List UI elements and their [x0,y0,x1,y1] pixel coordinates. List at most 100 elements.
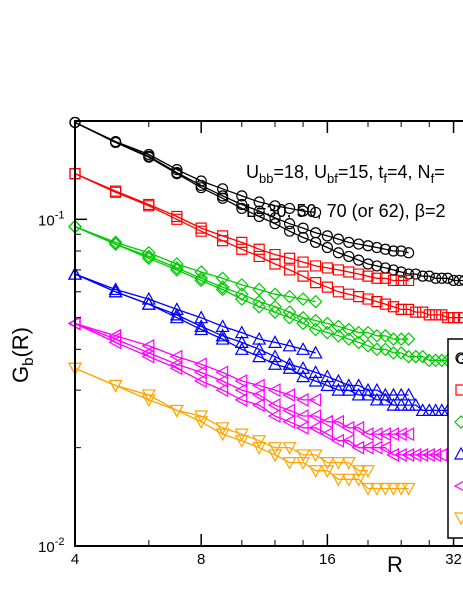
data-point-diamond [331,319,346,334]
data-point-triangle-down [267,442,283,455]
data-point-triangle-up [267,349,283,363]
data-point-triangle-down [351,465,366,478]
data-point-triangle-up [296,369,311,383]
data-point-circle [371,241,383,254]
data-point-triangle-up [360,387,376,401]
data-point-triangle-left [393,447,407,462]
x-tick-label: 32 [445,551,462,568]
data-point-triangle-down [108,379,123,393]
data-point-diamond [428,353,443,368]
data-point-circle [283,218,296,230]
data-point-circle [395,266,407,278]
data-point-diamond [308,313,323,328]
data-point-square [353,291,365,303]
data-point-triangle-up [408,397,423,411]
data-point-triangle-left [351,420,365,435]
data-point-triangle-down [331,473,346,487]
data-point-triangle-left [408,447,422,462]
data-point-circle [143,151,155,163]
data-point-triangle-up [296,361,311,374]
x-axis-label: R [387,552,403,577]
data-point-square [283,264,296,276]
data-point-triangle-down [234,435,249,448]
axes-layer: 4 8 16 32 10-1 10-2 [38,120,462,568]
data-point-circle [379,243,391,255]
data-point-circle [417,270,429,282]
data-point-triangle-left [234,373,248,388]
legend-marker-triangle-left [453,480,463,492]
data-point-triangle-left [141,338,155,353]
data-point-circle [283,202,296,215]
data-point-triangle-up [252,349,267,363]
data-point-triangle-down [282,442,297,455]
data-point-triangle-left [141,349,155,364]
data-point-circle [297,222,309,234]
data-point-triangle-up [282,338,297,352]
data-point-diamond [401,349,416,364]
data-point-triangle-down [234,428,249,442]
data-point-triangle-up [386,397,401,411]
annotation-parameters: Ubb=18, Ubf=15, tf=4, Nf= [246,162,445,186]
data-point-square [69,168,81,180]
data-point-triangle-left [341,433,355,448]
data-point-circle [362,240,374,252]
data-point-triangle-down [194,416,209,430]
legend-marker-diamond [454,415,463,429]
data-point-triangle-up [194,319,209,333]
data-point-triangle-down [296,449,311,463]
data-point-triangle-down [360,482,376,496]
data-point-triangle-up [252,342,267,355]
y-tick-label: 10-1 [38,209,64,229]
data-point-triangle-left [308,408,322,424]
data-point-square [403,303,415,316]
data-point-diamond [282,289,297,304]
data-point-diamond [234,287,249,302]
data-point-triangle-up [282,357,297,370]
data-point-circle [236,198,248,211]
data-point-square [253,250,265,263]
data-point-triangle-left [193,357,207,372]
data-point-triangle-left [267,398,281,413]
data-point-triangle-left [351,440,365,455]
data-point-triangle-left [386,447,400,462]
data-point-triangle-left [393,427,407,442]
data-point-square [321,262,333,274]
data-point-square [353,268,365,280]
data-point-triangle-left [295,392,309,407]
data-point-diamond [170,263,184,277]
data-point-triangle-left [282,387,296,402]
data-point-diamond [141,251,156,266]
data-point-square [297,270,309,282]
data-point-diamond [434,353,449,368]
data-point-triangle-down [215,428,230,442]
data-point-triangle-left [295,420,309,435]
data-point-triangle-up [108,284,123,298]
data-point-square [362,270,374,282]
data-point-diamond [108,235,123,250]
data-point-triangle-left [108,335,122,350]
data-point-diamond [361,325,375,340]
data-point-triangle-up [108,282,123,296]
data-point-triangle-up [394,397,409,411]
data-point-triangle-up [267,335,283,349]
data-point-diamond [108,237,123,251]
series-layer [67,116,463,496]
data-point-circle [110,136,122,148]
data-point-triangle-up [215,319,230,333]
data-point-triangle-down [386,482,401,496]
data-point-diamond [170,261,184,275]
data-point-square [110,186,122,198]
series-line-triangle-up-0 [74,273,316,354]
data-point-square [371,295,383,308]
data-point-triangle-up [296,342,311,355]
legend-marker-triangle-down [453,512,463,526]
data-point-circle [269,200,281,212]
series-line-square-1 [74,173,463,319]
data-point-triangle-down [369,482,384,496]
data-point-diamond [351,335,366,350]
data-point-square [297,256,309,268]
data-point-circle [410,268,422,280]
series-line-diamond-0 [74,225,316,303]
data-point-diamond [282,310,297,325]
data-point-diamond [361,338,375,353]
